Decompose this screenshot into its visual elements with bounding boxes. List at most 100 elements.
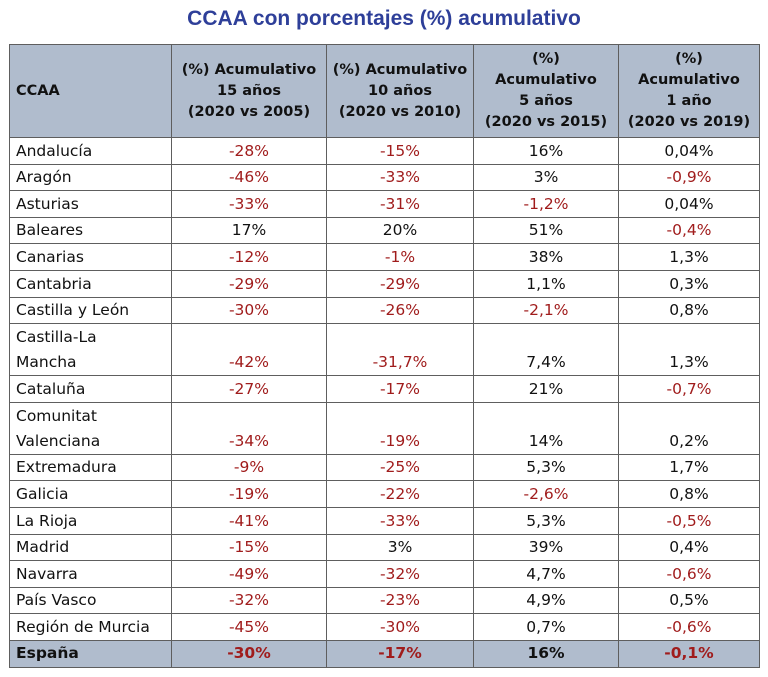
table-row: Castilla y León -30% -26% -2,1% 0,8% <box>9 296 760 325</box>
table-total-row: España -30% -17% 16% -0,1% <box>9 639 760 668</box>
ccaa-name: La Rioja <box>16 511 78 530</box>
value-cell: 0,7% <box>473 613 619 641</box>
value-cell: -32% <box>171 586 327 615</box>
header-10-years: (%) Acumulativo 10 años (2020 vs 2010) <box>326 44 474 138</box>
value-cell: -17% <box>326 375 474 403</box>
ccaa-name-cell: Aragón <box>9 163 172 192</box>
value-cell: -42% <box>171 323 327 377</box>
header-line: (%) <box>532 51 560 67</box>
header-line: (2020 vs 2019) <box>627 114 751 130</box>
ccaa-name: Castilla y León <box>16 301 130 320</box>
value-cell: -0,5% <box>618 506 760 535</box>
value-cell: 0,3% <box>618 269 760 298</box>
table-row: Navarra -49% -32% 4,7% -0,6% <box>9 560 760 588</box>
value-cell: -19% <box>326 401 474 455</box>
ccaa-name: Galicia <box>16 484 69 503</box>
ccaa-name-cell: Madrid <box>9 533 172 562</box>
value-cell: 1,3% <box>618 323 760 377</box>
value-cell: 0,2% <box>618 401 760 455</box>
total-value-cell: 16% <box>473 639 619 668</box>
header-line: CCAA <box>16 82 60 99</box>
total-value-cell: -17% <box>326 639 474 668</box>
ccaa-name: Madrid <box>16 538 70 557</box>
value-cell: 4,9% <box>473 586 619 615</box>
value-cell: -49% <box>171 560 327 588</box>
value-cell: -46% <box>171 163 327 192</box>
ccaa-name-cell: Castilla y León <box>9 296 172 325</box>
table-row: Comunitat Valenciana -34% -19% 14% 0,2% <box>9 401 760 455</box>
value-cell: -2,1% <box>473 296 619 325</box>
table-header-row: CCAA (%) Acumulativo 15 años (2020 vs 2005)… <box>9 44 760 138</box>
table-row: Aragón -46% -33% 3% -0,9% <box>9 163 760 192</box>
value-cell: 0,8% <box>618 480 760 508</box>
ccaa-name-cell: Canarias <box>9 243 172 271</box>
page-title: CCAA con porcentajes (%) acumulativo <box>187 7 581 30</box>
header-line: (%) Acumulativo <box>181 61 317 78</box>
value-cell: 3% <box>326 533 474 562</box>
value-cell: -1% <box>326 243 474 271</box>
value-cell: 38% <box>473 243 619 271</box>
ccaa-name-cell: Castilla-La Mancha <box>9 323 172 377</box>
header-15-years: (%) Acumulativo 15 años (2020 vs 2005) <box>171 44 327 138</box>
value-cell: -45% <box>171 613 327 641</box>
value-cell: -28% <box>171 137 327 165</box>
ccaa-name: Canarias <box>16 247 84 266</box>
value-cell: 16% <box>473 137 619 165</box>
value-cell: -31% <box>326 190 474 218</box>
total-value-cell: -30% <box>171 639 327 668</box>
value-cell: 17% <box>171 216 327 245</box>
value-cell: 1,3% <box>618 243 760 271</box>
table-row: País Vasco -32% -23% 4,9% 0,5% <box>9 586 760 615</box>
value-cell: 20% <box>326 216 474 245</box>
value-cell: -34% <box>171 401 327 455</box>
value-cell: -26% <box>326 296 474 325</box>
table-row: Galicia -19% -22% -2,6% 0,8% <box>9 480 760 508</box>
value-cell: -27% <box>171 375 327 403</box>
table-row: Asturias -33% -31% -1,2% 0,04% <box>9 190 760 218</box>
value-cell: 14% <box>473 401 619 455</box>
table-row: Canarias -12% -1% 38% 1,3% <box>9 243 760 271</box>
value-cell: -1,2% <box>473 190 619 218</box>
ccaa-name: Cataluña <box>16 379 86 398</box>
ccaa-name: Asturias <box>16 194 79 213</box>
table-row: Extremadura -9% -25% 5,3% 1,7% <box>9 453 760 482</box>
ccaa-name: Comunitat <box>16 406 98 425</box>
ccaa-name: Región de Murcia <box>16 617 150 636</box>
value-cell: 1,1% <box>473 269 619 298</box>
value-cell: -19% <box>171 480 327 508</box>
header-line: 5 años <box>519 93 573 109</box>
table-row: Castilla-La Mancha -42% -31,7% 7,4% 1,3% <box>9 323 760 377</box>
header-line: (%) <box>675 51 703 67</box>
value-cell: -22% <box>326 480 474 508</box>
value-cell: 0,04% <box>618 190 760 218</box>
ccaa-name: Castilla-La <box>16 328 97 347</box>
ccaa-name: País Vasco <box>16 591 97 610</box>
ccaa-name-cell: Región de Murcia <box>9 613 172 641</box>
value-cell: -0,4% <box>618 216 760 245</box>
value-cell: 5,3% <box>473 453 619 482</box>
header-ccaa: CCAA <box>9 44 172 138</box>
table-body: Andalucía -28% -15% 16% 0,04% Aragón -46% -33% 3… <box>9 137 760 641</box>
value-cell: -41% <box>171 506 327 535</box>
ccaa-name-cell: Cataluña <box>9 375 172 403</box>
header-line: (2020 vs 2015) <box>484 114 608 130</box>
value-cell: 0,4% <box>618 533 760 562</box>
ccaa-name-cell: Extremadura <box>9 453 172 482</box>
value-cell: -29% <box>326 269 474 298</box>
header-line: Acumulativo <box>495 72 597 88</box>
ccaa-name-cell: Cantabria <box>9 269 172 298</box>
value-cell: -31,7% <box>326 323 474 377</box>
value-cell: -0,6% <box>618 613 760 641</box>
value-cell: -23% <box>326 586 474 615</box>
value-cell: -29% <box>171 269 327 298</box>
header-1-year: (%) Acumulativo 1 año (2020 vs 2019) <box>618 44 760 138</box>
ccaa-name-cell: Baleares <box>9 216 172 245</box>
value-cell: 4,7% <box>473 560 619 588</box>
ccaa-name-cell: Galicia <box>9 480 172 508</box>
ccaa-name: Mancha <box>16 353 77 372</box>
table-row: Andalucía -28% -15% 16% 0,04% <box>9 137 760 165</box>
value-cell: -25% <box>326 453 474 482</box>
value-cell: -33% <box>171 190 327 218</box>
ccaa-name: Aragón <box>16 168 72 187</box>
ccaa-name-cell: Navarra <box>9 560 172 588</box>
